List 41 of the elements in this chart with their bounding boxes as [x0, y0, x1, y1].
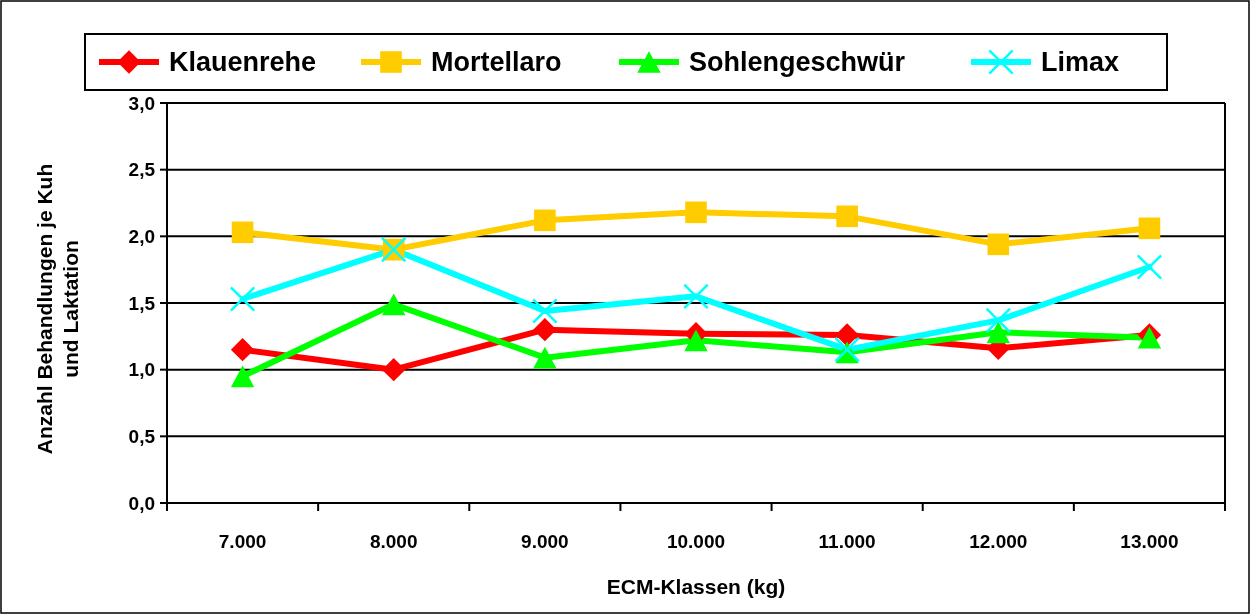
x-tick-label: 13.000 — [1120, 531, 1179, 552]
point — [1136, 254, 1163, 280]
point — [684, 329, 708, 352]
legend-label: Limax — [1041, 47, 1120, 78]
y-tick-label: 1,0 — [128, 359, 155, 381]
point — [382, 293, 406, 316]
point — [230, 365, 255, 388]
x-tick-label: 9.000 — [521, 531, 569, 552]
point — [834, 336, 861, 363]
point — [534, 209, 556, 232]
point — [836, 205, 858, 228]
point — [533, 317, 557, 342]
point — [533, 346, 557, 369]
point — [1138, 217, 1161, 240]
y-axis-title: Anzahl Behandlungen je Kuh und Laktation — [33, 163, 82, 455]
y-tick-label: 3,0 — [128, 92, 155, 114]
y-tick-label: 0,5 — [128, 425, 156, 447]
point — [683, 283, 709, 310]
point — [231, 221, 254, 244]
point — [382, 357, 406, 382]
legend-label: Klauenrehe — [169, 47, 317, 78]
y-tick-label: 2,5 — [128, 159, 156, 181]
point — [987, 233, 1010, 256]
point — [985, 307, 1012, 334]
legend-label: Sohlengeschwür — [689, 47, 906, 78]
point — [229, 286, 256, 312]
x-axis-title: ECM-Klassen (kg) — [606, 575, 786, 598]
x-tick-label: 10.000 — [666, 531, 726, 552]
legend-label: Mortellaro — [431, 47, 562, 78]
point — [685, 201, 707, 224]
point — [835, 323, 859, 347]
point — [230, 337, 255, 362]
x-tick-label: 12.000 — [969, 531, 1028, 552]
y-tick-label: 2,0 — [128, 225, 155, 247]
y-tick-label: 1,5 — [128, 292, 156, 314]
x-tick-label: 7.000 — [218, 531, 267, 552]
point — [986, 321, 1010, 344]
x-tick-label: 11.000 — [818, 531, 876, 552]
y-tick-label: 0,0 — [128, 492, 155, 514]
point — [531, 298, 558, 324]
x-tick-label: 8.000 — [369, 531, 418, 552]
